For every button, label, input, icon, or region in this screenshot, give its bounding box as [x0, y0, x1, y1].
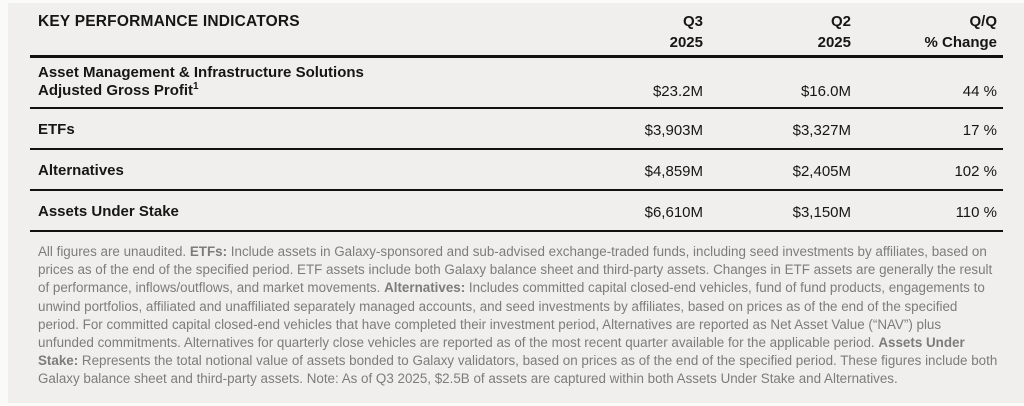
value-q3: $3,903M — [644, 122, 703, 139]
row-label-line1: ETFs — [38, 121, 75, 138]
column-header-q3-period: Q3 — [682, 13, 703, 30]
footnote-reference-superscript: 1 — [193, 81, 199, 92]
row-label-line1: Assets Under Stake — [38, 203, 179, 220]
value-q3: $23.2M — [652, 83, 703, 100]
row-label-cell: Asset Management & Infrastructure Soluti… — [30, 64, 566, 100]
footnote-term-bold: ETFs: — [189, 244, 228, 259]
row-label-line1: Alternatives — [38, 162, 124, 179]
footnote-segment: All figures are unaudited. — [38, 244, 190, 259]
table-row-assets-under-stake: Assets Under Stake $6,610M $3,150M 110 % — [30, 191, 1003, 232]
value-qq-change: 17 % — [962, 122, 997, 139]
column-header-q3-year: 2025 — [669, 34, 703, 51]
value-qq-change: 102 % — [954, 163, 997, 180]
footnote-term-bold: Alternatives: — [384, 280, 466, 296]
value-q3: $4,859M — [644, 163, 703, 180]
table-row-alternatives: Alternatives $4,859M $2,405M 102 % — [30, 150, 1003, 191]
table-row-etfs: ETFs $3,903M $3,327M 17 % — [30, 109, 1003, 150]
column-header-q2-year: 2025 — [817, 34, 851, 51]
footnote-segment: Includes committed capital closed-end ve… — [38, 280, 985, 351]
row-label-cell: Assets Under Stake — [30, 203, 566, 221]
column-header-q2: Q2 2025 — [703, 11, 851, 53]
page-title: KEY PERFORMANCE INDICATORS — [38, 13, 300, 30]
value-q2: $3,150M — [792, 204, 851, 221]
footnote-segment: Include assets in Galaxy-sponsored and s… — [38, 244, 993, 296]
table-row-adjusted-gross-profit: Asset Management & Infrastructure Soluti… — [30, 58, 1003, 109]
value-q3: $6,610M — [644, 204, 703, 221]
value-q2: $3,327M — [792, 122, 851, 139]
value-qq-change: 110 % — [955, 204, 997, 221]
column-header-q3: Q3 2025 — [566, 11, 703, 53]
footnote-segment: Represents the total notional value of a… — [38, 353, 998, 387]
kpi-table: KEY PERFORMANCE INDICATORS Q3 2025 Q2 20… — [30, 11, 1003, 232]
footnote-paragraph: All figures are unaudited. ETFs: Include… — [38, 243, 1000, 389]
column-header-q2-period: Q2 — [830, 13, 851, 30]
footnote-term-bold: Assets Under Stake: — [38, 335, 965, 369]
row-label-cell: ETFs — [30, 121, 566, 139]
value-q2: $16.0M — [800, 83, 851, 100]
column-header-qq-change: Q/Q % Change — [851, 11, 1003, 53]
row-label-text: Adjusted Gross Profit — [38, 82, 194, 99]
row-label-line2: Adjusted Gross Profit1 — [38, 82, 566, 100]
column-header-qq-sublabel: % Change — [924, 34, 997, 51]
value-q2: $2,405M — [792, 163, 851, 180]
row-label-cell: Alternatives — [30, 162, 566, 180]
value-qq-change: 44 % — [962, 83, 997, 100]
row-label-line1: Asset Management & Infrastructure Soluti… — [38, 64, 364, 81]
column-header-qq-label: Q/Q — [969, 13, 997, 30]
table-header-row: KEY PERFORMANCE INDICATORS Q3 2025 Q2 20… — [30, 11, 1003, 58]
kpi-document-page: KEY PERFORMANCE INDICATORS Q3 2025 Q2 20… — [8, 3, 1024, 403]
